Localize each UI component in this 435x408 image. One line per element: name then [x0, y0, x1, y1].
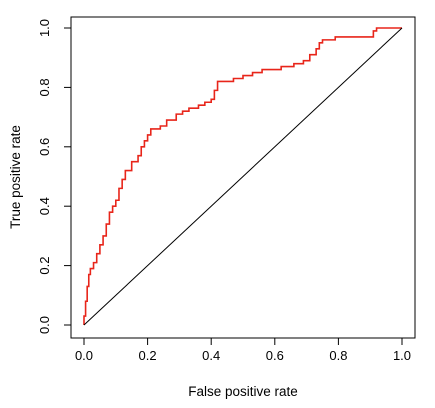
y-tick-label: 0.8	[37, 78, 52, 96]
x-tick-label: 0.2	[139, 348, 157, 363]
y-axis-title: True positive rate	[8, 125, 23, 229]
x-axis-title: False positive rate	[188, 384, 298, 399]
x-tick-label: 1.0	[393, 348, 411, 363]
axis-ticks-layer: 0.0 0.2 0.4 0.6 0.8 1.0 0.0 0.2 0.4 0.6 0.8 1.0	[37, 19, 411, 363]
y-tick-label: 0.0	[37, 316, 52, 334]
y-tick-label: 1.0	[37, 19, 52, 37]
plot-box	[70, 16, 416, 339]
y-tick-label: 0.6	[37, 138, 52, 156]
series-layer	[83, 27, 403, 326]
roc-curve-line	[83, 27, 402, 325]
x-tick-label: 0.4	[202, 348, 220, 363]
y-tick-label: 0.2	[37, 257, 52, 275]
y-tick-label: 0.4	[37, 197, 52, 215]
reference-diagonal-line	[83, 27, 403, 326]
x-tick-label: 0.8	[329, 348, 347, 363]
x-tick-label: 0.6	[266, 348, 284, 363]
x-tick-label: 0.0	[75, 348, 93, 363]
